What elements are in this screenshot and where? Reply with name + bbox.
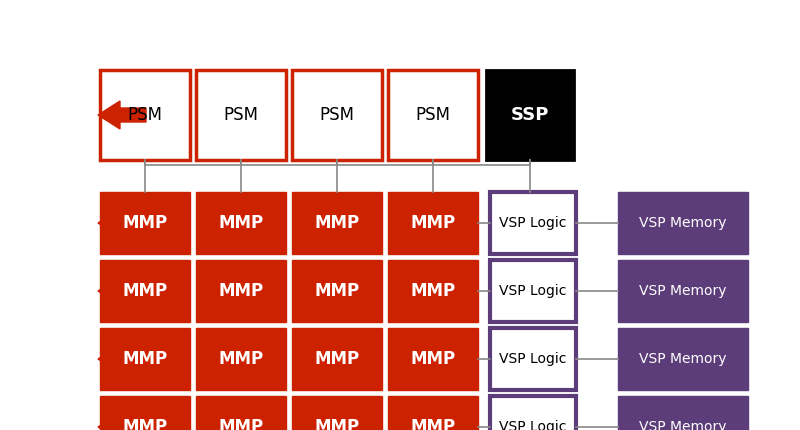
Text: VSP Memory: VSP Memory — [639, 284, 726, 298]
Bar — [100, 70, 190, 160]
Bar — [388, 192, 478, 254]
Text: PSM: PSM — [415, 106, 450, 124]
Bar — [292, 328, 382, 390]
Text: MMP: MMP — [314, 214, 359, 232]
Polygon shape — [98, 413, 146, 430]
Text: VSP Memory: VSP Memory — [639, 420, 726, 430]
Text: PSM: PSM — [127, 106, 162, 124]
Bar — [196, 260, 286, 322]
Text: PSM: PSM — [319, 106, 354, 124]
Text: VSP Memory: VSP Memory — [639, 352, 726, 366]
Bar — [618, 192, 748, 254]
Bar — [490, 192, 576, 254]
Text: MMP: MMP — [410, 350, 455, 368]
Text: MMP: MMP — [410, 214, 455, 232]
Text: MMP: MMP — [218, 418, 263, 430]
Bar — [490, 328, 576, 390]
Text: MMP: MMP — [314, 418, 359, 430]
Bar — [196, 192, 286, 254]
Bar — [388, 70, 478, 160]
Text: SSP: SSP — [511, 106, 549, 124]
Polygon shape — [98, 101, 146, 129]
Bar — [388, 260, 478, 322]
Text: MMP: MMP — [122, 282, 167, 300]
Bar — [618, 260, 748, 322]
Bar — [618, 328, 748, 390]
Text: MMP: MMP — [122, 214, 167, 232]
Bar — [196, 396, 286, 430]
Bar — [292, 192, 382, 254]
Bar — [196, 70, 286, 160]
Bar — [196, 328, 286, 390]
Polygon shape — [98, 345, 146, 373]
Polygon shape — [98, 209, 146, 237]
Text: MMP: MMP — [122, 418, 167, 430]
Bar — [486, 70, 574, 160]
Bar — [100, 396, 190, 430]
Bar — [618, 396, 748, 430]
Text: VSP Memory: VSP Memory — [639, 216, 726, 230]
Text: VSP Logic: VSP Logic — [499, 284, 566, 298]
Bar — [100, 192, 190, 254]
Text: VSP Logic: VSP Logic — [499, 352, 566, 366]
Bar — [490, 260, 576, 322]
Bar — [292, 396, 382, 430]
Text: MMP: MMP — [218, 282, 263, 300]
Text: MMP: MMP — [314, 350, 359, 368]
Text: MMP: MMP — [122, 350, 167, 368]
Polygon shape — [98, 277, 146, 305]
Text: MMP: MMP — [410, 418, 455, 430]
Bar — [388, 396, 478, 430]
Bar — [100, 328, 190, 390]
Text: MMP: MMP — [410, 282, 455, 300]
Text: MMP: MMP — [218, 350, 263, 368]
Bar — [388, 328, 478, 390]
Text: PSM: PSM — [223, 106, 258, 124]
Bar — [490, 396, 576, 430]
Bar — [292, 260, 382, 322]
Text: VSP Logic: VSP Logic — [499, 216, 566, 230]
Text: VSP Logic: VSP Logic — [499, 420, 566, 430]
Text: MMP: MMP — [314, 282, 359, 300]
Bar — [292, 70, 382, 160]
Text: MMP: MMP — [218, 214, 263, 232]
Bar — [100, 260, 190, 322]
